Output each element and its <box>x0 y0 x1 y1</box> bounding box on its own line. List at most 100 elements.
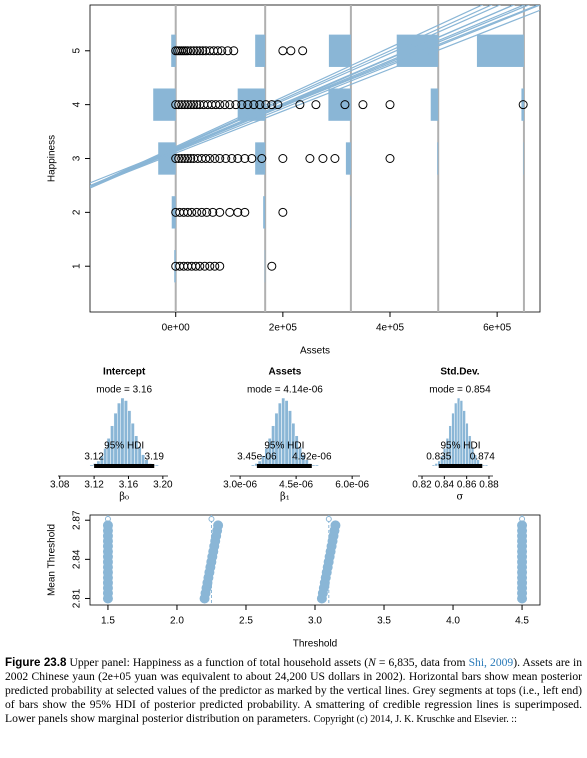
histogram-bar <box>311 464 316 467</box>
x-axis-label: Assets <box>300 346 330 357</box>
y-axis-label: Mean Threshold <box>47 524 58 596</box>
x-tick-label: 3.5 <box>377 616 391 627</box>
data-point <box>215 261 225 271</box>
citation-link[interactable]: Shi, 2009 <box>468 656 514 669</box>
y-tick-label: 2.87 <box>72 510 83 530</box>
mean-marker <box>325 516 332 522</box>
data-point <box>192 207 202 217</box>
data-point <box>237 100 247 110</box>
data-point <box>191 261 201 271</box>
data-point <box>183 100 193 110</box>
x-axis-label: Threshold <box>293 639 337 650</box>
data-point <box>318 154 328 163</box>
caption-text: Upper panel: Happiness as a function of … <box>69 656 369 669</box>
histogram-bar <box>456 397 461 467</box>
data-point <box>273 100 283 110</box>
probability-bar <box>521 88 524 121</box>
x-tick-label: 4.0 <box>446 616 460 627</box>
data-point <box>517 520 528 531</box>
data-point <box>267 261 277 271</box>
data-point <box>186 46 196 56</box>
probability-bar <box>328 88 351 121</box>
data-point <box>255 100 265 110</box>
data-point <box>183 46 193 56</box>
caption-text: = 6,835, data from <box>375 656 469 669</box>
y-tick-label: 4 <box>72 101 83 107</box>
data-point <box>192 46 202 56</box>
data-point <box>180 100 190 110</box>
data-point <box>177 154 187 163</box>
data-point <box>220 100 230 110</box>
y-tick-label: 5 <box>72 48 83 54</box>
x-tick-label: 3.08 <box>50 480 70 491</box>
probability-bar <box>174 250 176 283</box>
data-point <box>192 100 202 110</box>
data-point <box>261 100 271 110</box>
hdi-low-label: 3.45e-06 <box>237 452 277 463</box>
x-tick-label: 0.88 <box>479 480 499 491</box>
data-point <box>215 100 225 110</box>
data-point <box>240 207 250 217</box>
regression-line <box>90 5 515 189</box>
data-point <box>208 207 218 217</box>
histogram-bar <box>117 402 121 467</box>
hdi-high-label: 4.92e-06 <box>292 452 332 463</box>
caption-text: N <box>368 656 376 669</box>
data-point <box>189 100 199 110</box>
x-tick-label: 2e+05 <box>269 323 298 334</box>
x-tick-label: 0e+00 <box>162 323 191 334</box>
data-point <box>221 154 231 163</box>
histogram-bar <box>451 412 455 467</box>
caption: Figure 23.8 Upper panel: Happiness as a … <box>5 656 582 727</box>
histogram-bar <box>89 464 94 467</box>
data-point <box>200 261 210 271</box>
x-tick-label: 3.0e-06 <box>223 480 257 491</box>
x-tick-label: 3.0 <box>308 616 322 627</box>
probability-bar <box>171 196 176 229</box>
probability-bar <box>263 196 266 229</box>
histogram-bar <box>462 410 466 467</box>
data-point <box>215 207 225 217</box>
data-point <box>174 154 184 163</box>
mode-label: mode = 0.854 <box>429 385 491 396</box>
x-tick-label: 3.12 <box>84 480 104 491</box>
x-tick-label: 0.82 <box>412 480 432 491</box>
data-point <box>198 46 208 56</box>
data-point <box>210 154 220 163</box>
data-point <box>298 46 308 56</box>
probability-bar <box>430 88 439 121</box>
data-point <box>247 154 257 163</box>
x-tick-label: 0.86 <box>457 480 477 491</box>
hdi-label: 95% HDI <box>264 441 304 452</box>
data-point <box>518 100 528 110</box>
y-tick-label: 2 <box>72 209 83 215</box>
x-tick-label: 2.0 <box>170 616 184 627</box>
data-point <box>201 154 211 163</box>
x-tick-label: 6.0e-06 <box>335 480 369 491</box>
histogram-bar <box>120 397 125 467</box>
histogram-bar <box>127 410 132 467</box>
data-point <box>213 520 224 531</box>
probability-bar <box>523 142 524 175</box>
data-point <box>278 154 288 163</box>
data-point <box>171 100 181 110</box>
x-tick-label: 3.16 <box>119 480 139 491</box>
mode-label: mode = 4.14e-06 <box>247 385 323 396</box>
data-point <box>213 46 223 56</box>
x-axis-label: β₀ <box>119 492 129 503</box>
data-point <box>233 154 243 163</box>
data-point <box>177 100 187 110</box>
x-tick-label: 0.84 <box>435 480 455 491</box>
probability-bar <box>476 34 524 67</box>
hdi-label: 95% HDI <box>441 441 481 452</box>
data-point <box>186 154 196 163</box>
data-point <box>278 207 288 217</box>
regression-lines <box>90 5 540 189</box>
data-point <box>305 154 315 163</box>
histogram-bar <box>277 402 282 467</box>
data-point <box>102 520 113 531</box>
histogram-bar <box>484 464 489 467</box>
hdi-high-label: 3.19 <box>145 452 165 463</box>
y-tick-label: 2.84 <box>72 549 83 569</box>
